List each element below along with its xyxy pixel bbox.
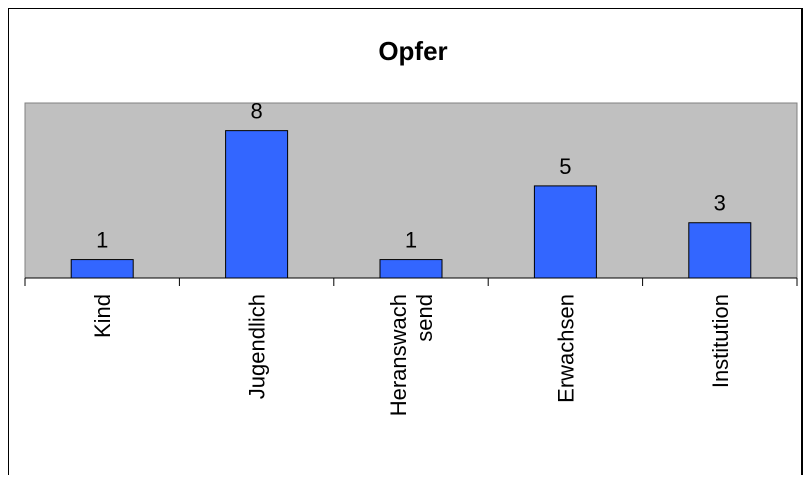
category-label: Heranswach (386, 294, 411, 416)
bar-jugendlich (225, 130, 289, 279)
data-label: 3 (714, 191, 726, 216)
plot-area (24, 102, 798, 279)
data-label: 1 (96, 228, 108, 253)
category-label: Kind (90, 294, 115, 338)
data-label: 5 (559, 154, 571, 179)
bar-erwachsen (533, 185, 597, 279)
bar-institution (688, 222, 752, 279)
data-label: 1 (405, 228, 417, 253)
data-label: 8 (250, 99, 262, 124)
bar-heranswach-send (379, 259, 443, 279)
category-label: Institution (708, 294, 733, 388)
category-label: send (412, 294, 437, 342)
category-label: Jugendlich (245, 294, 270, 399)
category-label: Erwachsen (553, 294, 578, 403)
chart-title: Opfer (378, 36, 447, 66)
bar-kind (70, 259, 134, 279)
